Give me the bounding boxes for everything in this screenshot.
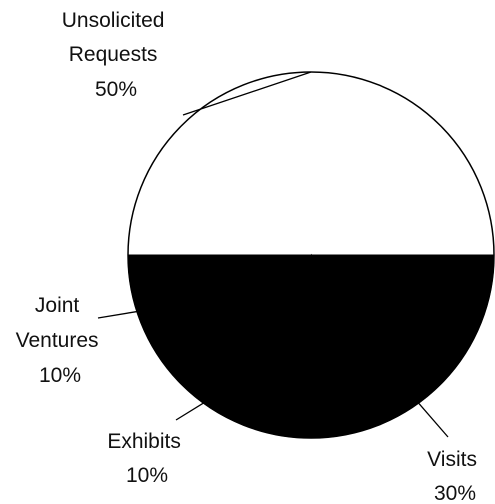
label-unsolicited-requests-line2: Requests (69, 43, 158, 66)
label-joint-ventures-line2: Ventures (16, 329, 99, 352)
label-exhibits-line1: Exhibits (107, 430, 181, 453)
leader-line-visits (418, 402, 449, 438)
label-exhibits: Exhibits 10% (107, 430, 186, 487)
leader-lines (97, 71, 449, 438)
label-joint-ventures: Joint Ventures 10% (16, 294, 105, 387)
label-joint-ventures-line1: Joint (35, 294, 80, 317)
slice-unsolicited-requests (127, 71, 495, 256)
label-visits: Visits 30% (427, 448, 483, 504)
label-unsolicited-requests: Unsolicited Requests 50% (62, 9, 171, 101)
leader-line-unsolicited-requests (182, 71, 312, 116)
label-unsolicited-requests-value: 50% (95, 78, 137, 101)
leader-line-exhibits (175, 402, 204, 421)
label-exhibits-value: 10% (126, 464, 168, 487)
label-unsolicited-requests-line1: Unsolicited (62, 9, 165, 32)
pie-slices (127, 71, 495, 439)
label-visits-line1: Visits (427, 448, 477, 471)
leader-line-joint-ventures (97, 310, 138, 319)
label-visits-value: 30% (434, 482, 476, 504)
label-joint-ventures-value: 10% (39, 364, 81, 387)
